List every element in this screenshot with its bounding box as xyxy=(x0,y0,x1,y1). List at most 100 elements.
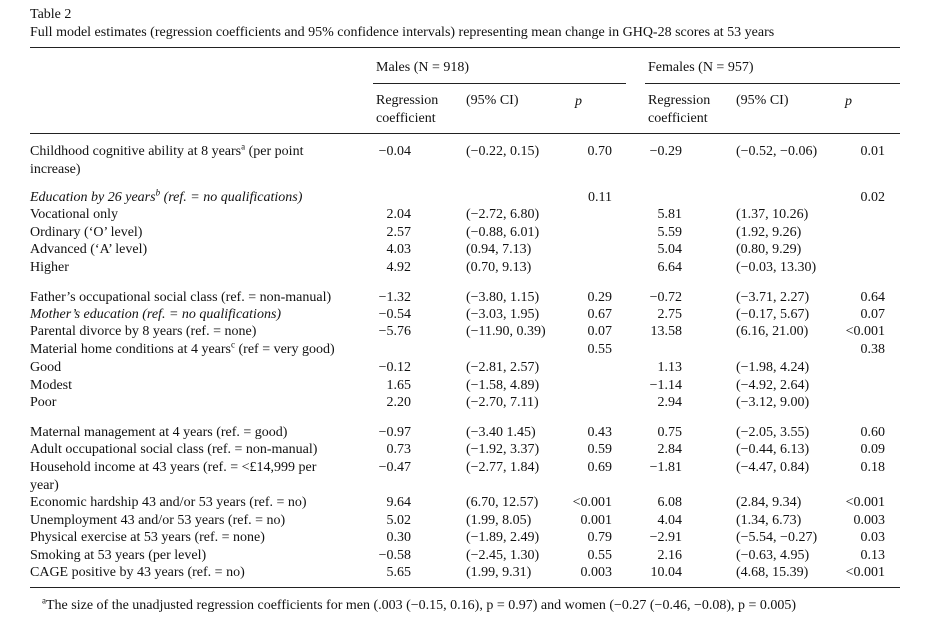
cell-f-coef: 6.64 xyxy=(657,260,683,275)
cell-m-p: 0.55 xyxy=(587,342,613,357)
cell-m-coef: −0.12 xyxy=(378,360,411,375)
cell-f-ci: (−2.05, 3.55) xyxy=(736,425,810,440)
cell-m-ci: (−3.03, 1.95) xyxy=(466,307,540,322)
cell-f-coef: 5.59 xyxy=(657,225,683,240)
row-label: Good xyxy=(30,360,62,375)
cell-f-ci: (−4.92, 2.64) xyxy=(736,378,810,393)
cell-m-coef: −0.54 xyxy=(378,307,411,322)
col-header-ci-females: (95% CI) xyxy=(736,93,789,108)
cell-m-p: 0.003 xyxy=(580,565,613,580)
cell-f-coef: 1.13 xyxy=(657,360,683,375)
cell-m-coef: 0.73 xyxy=(386,442,412,457)
row-label: Advanced (‘A’ level) xyxy=(30,242,148,257)
group-header-females: Females (N = 957) xyxy=(648,60,754,75)
cell-m-coef: 2.20 xyxy=(386,395,412,410)
cell-f-coef: −0.72 xyxy=(649,290,682,305)
rule-top xyxy=(30,47,900,48)
cell-m-ci: (−2.77, 1.84) xyxy=(466,460,540,475)
cell-m-p: 0.69 xyxy=(587,460,613,475)
col-header-coef-females: Regression coefficient xyxy=(648,93,711,126)
rule-males xyxy=(373,83,626,84)
cell-f-coef: 6.08 xyxy=(657,495,683,510)
cell-f-ci: (−1.98, 4.24) xyxy=(736,360,810,375)
group-header-males: Males (N = 918) xyxy=(376,60,470,75)
cell-f-ci: (−4.47, 0.84) xyxy=(736,460,810,475)
cell-f-ci: (2.84, 9.34) xyxy=(736,495,802,510)
cell-m-coef: 2.57 xyxy=(386,225,412,240)
cell-f-p: 0.64 xyxy=(860,290,886,305)
row-label: Higher xyxy=(30,260,69,275)
cell-f-ci: (−0.03, 13.30) xyxy=(736,260,817,275)
cell-f-p: 0.38 xyxy=(860,342,886,357)
row-label: Ordinary (‘O’ level) xyxy=(30,225,143,240)
row-label: Poor xyxy=(30,395,57,410)
cell-f-coef: 5.81 xyxy=(657,207,683,222)
row-label: CAGE positive by 43 years (ref. = no) xyxy=(30,565,245,580)
cell-f-coef: 5.04 xyxy=(657,242,683,257)
cell-f-coef: −0.29 xyxy=(649,144,682,159)
cell-m-p: 0.67 xyxy=(587,307,613,322)
cell-m-ci: (−2.72, 6.80) xyxy=(466,207,540,222)
cell-m-ci: (6.70, 12.57) xyxy=(466,495,539,510)
cell-f-coef: 2.75 xyxy=(657,307,683,322)
cell-f-p: 0.03 xyxy=(860,530,886,545)
cell-f-p: <0.001 xyxy=(845,565,885,580)
cell-f-ci: (−0.44, 6.13) xyxy=(736,442,810,457)
cell-f-ci: (−3.71, 2.27) xyxy=(736,290,810,305)
cell-f-coef: 2.94 xyxy=(657,395,683,410)
cell-m-p: <0.001 xyxy=(572,495,612,510)
cell-m-ci: (0.94, 7.13) xyxy=(466,242,532,257)
cell-f-ci: (−0.63, 4.95) xyxy=(736,548,810,563)
cell-m-coef: 5.65 xyxy=(386,565,412,580)
cell-f-p: 0.60 xyxy=(860,425,886,440)
cell-m-ci: (−1.58, 4.89) xyxy=(466,378,540,393)
cell-m-p: 0.11 xyxy=(588,190,612,205)
cell-f-p: 0.07 xyxy=(860,307,886,322)
col-header-coef-males: Regression coefficient xyxy=(376,93,439,126)
cell-m-ci: (−11.90, 0.39) xyxy=(466,324,546,339)
cell-m-p: 0.29 xyxy=(587,290,613,305)
row-label: Household income at 43 years (ref. = <£1… xyxy=(30,460,317,475)
row-label: Education by 26 yearsb (ref. = no qualif… xyxy=(30,187,303,205)
row-label: Unemployment 43 and/or 53 years (ref. = … xyxy=(30,513,286,528)
row-label: Mother’s education (ref. = no qualificat… xyxy=(30,307,282,322)
cell-m-p: 0.55 xyxy=(587,548,613,563)
row-label: Economic hardship 43 and/or 53 years (re… xyxy=(30,495,307,510)
cell-f-coef: 13.58 xyxy=(650,324,683,339)
cell-m-ci: (−3.80, 1.15) xyxy=(466,290,540,305)
cell-f-p: 0.003 xyxy=(853,513,886,528)
cell-m-coef: −0.04 xyxy=(378,144,411,159)
cell-m-coef: −5.76 xyxy=(378,324,411,339)
col-header-ci-males: (95% CI) xyxy=(466,93,519,108)
cell-m-p: 0.59 xyxy=(587,442,613,457)
cell-f-p: <0.001 xyxy=(845,324,885,339)
cell-m-coef: 5.02 xyxy=(386,513,412,528)
row-label: Physical exercise at 53 years (ref. = no… xyxy=(30,530,265,545)
cell-m-ci: (−0.22, 0.15) xyxy=(466,144,540,159)
row-label: Vocational only xyxy=(30,207,119,222)
cell-m-p: 0.001 xyxy=(580,513,613,528)
cell-m-p: 0.79 xyxy=(587,530,613,545)
cell-f-ci: (4.68, 15.39) xyxy=(736,565,809,580)
cell-f-ci: (1.92, 9.26) xyxy=(736,225,802,240)
cell-f-ci: (−3.12, 9.00) xyxy=(736,395,810,410)
col-header-p-males: p xyxy=(575,94,582,109)
row-label: Maternal management at 4 years (ref. = g… xyxy=(30,425,288,440)
cell-f-ci: (−0.17, 5.67) xyxy=(736,307,810,322)
cell-f-p: 0.01 xyxy=(860,144,886,159)
cell-f-coef: 4.04 xyxy=(657,513,683,528)
row-label-continuation: year) xyxy=(30,478,59,493)
cell-f-coef: 10.04 xyxy=(650,565,683,580)
cell-f-p: 0.09 xyxy=(860,442,886,457)
rule-females xyxy=(645,83,900,84)
cell-m-coef: 9.64 xyxy=(386,495,412,510)
cell-f-coef: −1.81 xyxy=(649,460,682,475)
cell-m-coef: 2.04 xyxy=(386,207,412,222)
cell-f-p: <0.001 xyxy=(845,495,885,510)
table-number: Table 2 xyxy=(30,7,72,22)
cell-m-ci: (0.70, 9.13) xyxy=(466,260,532,275)
cell-f-p: 0.18 xyxy=(860,460,886,475)
row-label-continuation: increase) xyxy=(30,162,81,177)
cell-f-p: 0.02 xyxy=(860,190,886,205)
cell-f-ci: (1.37, 10.26) xyxy=(736,207,809,222)
